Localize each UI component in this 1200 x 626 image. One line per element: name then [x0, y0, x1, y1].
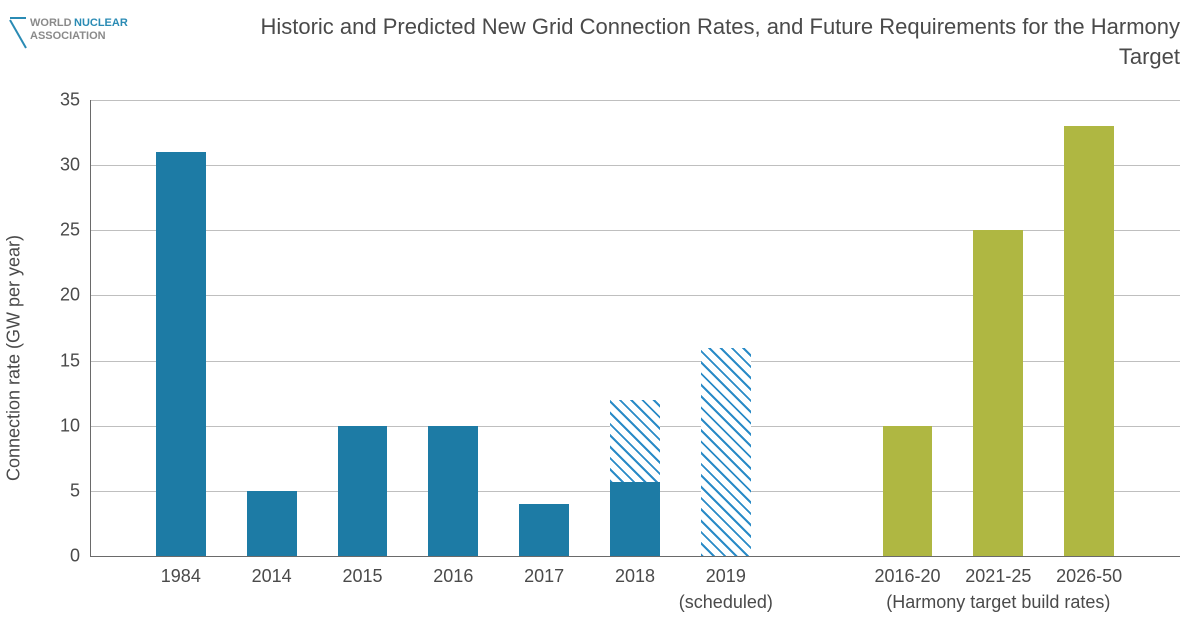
x-tick-label: 2021-25: [965, 556, 1031, 587]
y-tick-label: 35: [60, 90, 90, 111]
x-tick-label: 2016: [433, 556, 473, 587]
y-tick-label: 0: [70, 546, 90, 567]
x-tick-label: 2026-50: [1056, 556, 1122, 587]
x-tick-label: 2017: [524, 556, 564, 587]
bar-slot: 1984: [156, 100, 206, 556]
bar-slot: 2015: [338, 100, 388, 556]
x-tick-label: 2015: [342, 556, 382, 587]
bar-segment: [247, 491, 297, 556]
bar-segment: [610, 400, 660, 482]
wna-logo: WORLD NUCLEAR ASSOCIATION: [8, 12, 158, 54]
bar-segment: [428, 426, 478, 556]
x-annotation: (Harmony target build rates): [886, 592, 1110, 613]
plot-area: 0510152025303519842014201520162017201820…: [90, 100, 1180, 556]
x-tick-label: 2016-20: [874, 556, 940, 587]
logo-word-nuclear: NUCLEAR: [74, 17, 128, 29]
bar-segment: [1064, 126, 1114, 556]
y-axis: [90, 100, 91, 556]
y-tick-label: 5: [70, 480, 90, 501]
y-axis-label: Connection rate (GW per year): [4, 235, 25, 481]
bar-slot: 2026-50: [1064, 100, 1114, 556]
logo-word-world: WORLD: [30, 17, 72, 29]
y-tick-label: 10: [60, 415, 90, 436]
y-tick-label: 15: [60, 350, 90, 371]
x-tick-label: 2014: [252, 556, 292, 587]
bar-segment: [883, 426, 933, 556]
y-tick-label: 25: [60, 220, 90, 241]
chart-title: Historic and Predicted New Grid Connecti…: [158, 12, 1180, 71]
bar-segment: [701, 348, 751, 556]
bar-segment: [519, 504, 569, 556]
bar-slot: 2019: [701, 100, 751, 556]
bar-segment: [338, 426, 388, 556]
bar-slot: 2017: [519, 100, 569, 556]
bar-slot: 2016: [428, 100, 478, 556]
x-tick-label: 2019: [706, 556, 746, 587]
bar-slot: 2016-20: [883, 100, 933, 556]
bar-segment: [973, 230, 1023, 556]
y-tick-label: 20: [60, 285, 90, 306]
y-tick-label: 30: [60, 155, 90, 176]
bar-slot: 2014: [247, 100, 297, 556]
logo-word-association: ASSOCIATION: [30, 30, 106, 42]
bar-slot: 2021-25: [973, 100, 1023, 556]
x-tick-label: 1984: [161, 556, 201, 587]
chart-container: Connection rate (GW per year) 0 5 10 15 20 25…: [0, 90, 1200, 626]
bar-segment: [610, 482, 660, 556]
bar-slot: 2018: [610, 100, 660, 556]
bar-segment: [156, 152, 206, 556]
x-annotation: (scheduled): [679, 592, 773, 613]
x-tick-label: 2018: [615, 556, 655, 587]
